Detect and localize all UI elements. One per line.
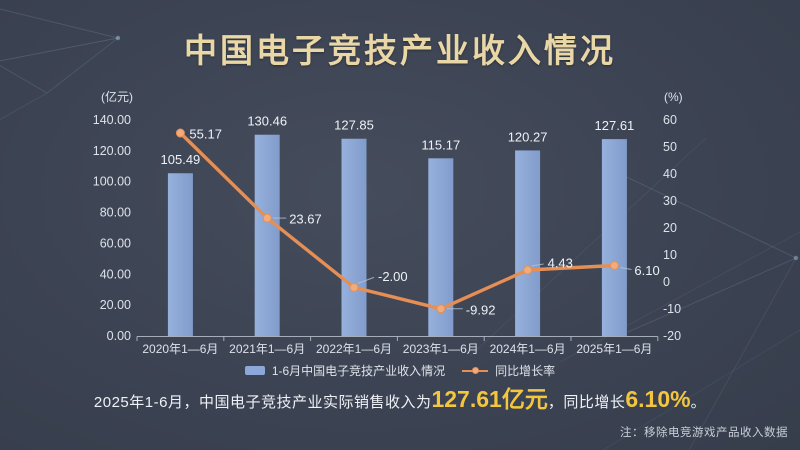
right-axis-tick-label: -10	[663, 302, 681, 316]
x-axis-category-label: 2022年1—6月	[316, 342, 392, 356]
line-legend-glyph	[462, 366, 489, 375]
left-axis-unit-label: (亿元)	[101, 89, 133, 104]
line-value-label: -2.00	[378, 269, 408, 284]
right-axis-tick-label: 40	[663, 167, 677, 181]
left-axis-tick-label: 80.00	[100, 206, 131, 220]
left-axis-tick-label: 60.00	[100, 236, 131, 250]
line-legend-label: 同比增长率	[495, 363, 556, 378]
bar-value-label: 115.17	[421, 137, 460, 152]
line-value-label: 55.17	[189, 127, 222, 142]
bar-value-label: 120.27	[508, 129, 548, 144]
x-axis-category-label: 2020年1—6月	[142, 342, 218, 356]
page-title: 中国电子竞技产业收入情况	[184, 32, 616, 69]
summary-part2: ，同比增长	[547, 394, 626, 411]
left-axis-tick-label: 0.00	[107, 329, 131, 343]
footnote: 注：移除电竞游戏产品收入数据	[620, 427, 788, 439]
right-axis-tick-label: 10	[663, 248, 677, 262]
line-point-dot	[349, 282, 359, 292]
right-axis-tick-label: 50	[663, 140, 677, 154]
line-point-dot	[436, 304, 446, 314]
bar-legend-label: 1-6月中国电子竞技产业收入情况	[271, 363, 446, 378]
bar-value-label: 127.61	[595, 118, 635, 133]
point-label-leader	[620, 267, 632, 271]
bar-legend-swatch	[244, 365, 265, 375]
x-axis-category-label: 2025年1—6月	[576, 342, 652, 356]
right-axis-tick-label: 30	[663, 194, 677, 208]
point-label-leader	[531, 263, 544, 267]
line-point-dot	[523, 265, 533, 275]
left-axis-tick-label: 120.00	[93, 144, 131, 158]
left-axis-tick-label: 100.00	[93, 175, 131, 189]
bar-value-label: 127.85	[334, 118, 374, 133]
bar	[515, 150, 541, 336]
left-axis-tick-label: 140.00	[93, 113, 131, 127]
summary-part3: 。	[690, 394, 707, 411]
bar	[254, 134, 280, 336]
line-point-dot	[262, 213, 272, 223]
summary-growth-value: 6.10%	[625, 386, 691, 412]
right-axis-unit-label: (%)	[664, 90, 683, 104]
left-axis-tick-label: 40.00	[100, 267, 131, 281]
x-axis-category-label: 2024年1—6月	[490, 342, 566, 356]
line-value-label: 4.43	[548, 256, 573, 271]
x-axis-category-label: 2021年1—6月	[229, 342, 305, 356]
bar	[167, 173, 193, 336]
legend: 1-6月中国电子竞技产业收入情况 同比增长率	[0, 361, 800, 379]
right-axis-tick-label: 0	[663, 275, 670, 289]
bar	[341, 138, 367, 336]
line-point-dot	[609, 261, 619, 271]
bar-value-label: 130.46	[247, 114, 287, 129]
line-point-dot	[175, 128, 185, 138]
summary-part1: 2025年1-6月，中国电子竞技产业实际销售收入为	[93, 394, 432, 411]
summary-text: 2025年1-6月，中国电子竞技产业实际销售收入为127.61亿元，同比增长6.…	[0, 385, 800, 417]
x-axis-category-label: 2023年1—6月	[403, 342, 479, 356]
right-axis-tick-label: -20	[663, 329, 681, 343]
line-value-label: 23.67	[289, 212, 322, 227]
left-axis-tick-label: 20.00	[100, 298, 131, 312]
point-label-leader	[357, 276, 375, 284]
summary-revenue-value: 127.61亿元	[431, 386, 548, 412]
growth-line	[178, 131, 617, 311]
right-axis-tick-label: 20	[663, 221, 677, 235]
right-axis-tick-label: 60	[663, 113, 677, 127]
bar-value-label: 105.49	[161, 152, 201, 167]
line-value-label: -9.92	[466, 302, 496, 317]
bar	[601, 139, 627, 336]
line-value-label: 6.10	[634, 263, 659, 278]
